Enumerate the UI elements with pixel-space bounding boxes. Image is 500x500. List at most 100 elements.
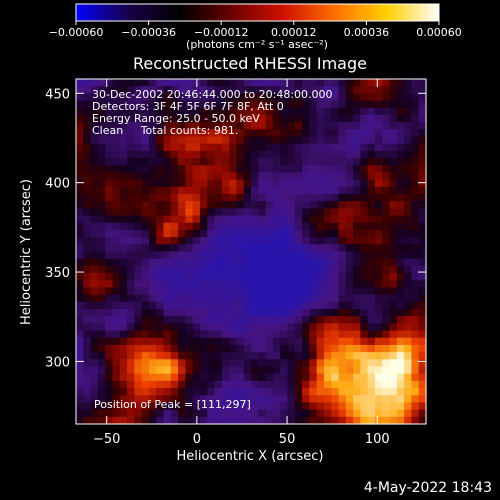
colorbar: −0.00060 −0.00036 −0.00012 0.00012 0.00036 0.… bbox=[49, 3, 462, 51]
heatmap-cell bbox=[192, 143, 201, 152]
heatmap-cell bbox=[156, 287, 165, 296]
x-axis-ticks: −50 0 50 100 bbox=[93, 79, 390, 447]
heatmap-cell bbox=[236, 122, 245, 130]
heatmap-cell bbox=[163, 194, 172, 202]
heatmap-cell bbox=[127, 229, 135, 238]
heatmap-cell bbox=[119, 344, 128, 353]
heatmap-cell bbox=[76, 316, 84, 324]
heatmap-cell bbox=[229, 301, 238, 310]
heatmap-cell bbox=[105, 107, 114, 116]
heatmap-cell bbox=[97, 287, 106, 296]
heatmap-cell bbox=[258, 273, 267, 281]
heatmap-cell bbox=[192, 107, 201, 116]
heatmap-cell bbox=[76, 93, 84, 102]
heatmap-cell bbox=[221, 337, 230, 346]
heatmap-cell bbox=[411, 359, 420, 368]
heatmap-cell bbox=[170, 194, 179, 202]
heatmap-cell bbox=[76, 222, 84, 231]
heatmap-cell bbox=[309, 237, 318, 245]
heatmap-cell bbox=[97, 208, 106, 217]
heatmap-cell bbox=[141, 129, 150, 138]
heatmap-cell bbox=[404, 194, 413, 202]
heatmap-cell bbox=[105, 251, 114, 260]
heatmap-cell bbox=[287, 165, 296, 174]
heatmap-cell bbox=[396, 222, 405, 231]
heatmap-cell bbox=[316, 86, 325, 94]
heatmap-cell bbox=[90, 179, 99, 188]
heatmap-cell bbox=[353, 229, 361, 238]
heatmap-cell bbox=[192, 114, 201, 123]
heatmap-cell bbox=[134, 229, 143, 238]
heatmap-cell bbox=[119, 93, 128, 102]
heatmap-cell bbox=[83, 359, 92, 368]
heatmap-cell bbox=[323, 107, 332, 116]
heatmap-cell bbox=[404, 79, 413, 87]
heatmap-cell bbox=[389, 114, 398, 123]
heatmap-cell bbox=[251, 409, 259, 418]
heatmap-cell bbox=[396, 359, 405, 368]
heatmap-cell bbox=[148, 280, 157, 289]
heatmap-cell bbox=[105, 114, 114, 123]
heatmap-cell bbox=[192, 316, 201, 324]
heatmap-cell bbox=[367, 208, 376, 217]
heatmap-cell bbox=[309, 93, 318, 102]
heatmap-cell bbox=[214, 280, 223, 289]
heatmap-cell bbox=[207, 194, 216, 202]
heatmap-cell bbox=[331, 316, 340, 324]
y-tick-label: 300 bbox=[45, 355, 70, 370]
heatmap-cell bbox=[251, 373, 259, 382]
heatmap-cell bbox=[134, 150, 143, 159]
x-tick-label: 100 bbox=[365, 432, 390, 447]
heatmap-cell bbox=[236, 114, 245, 123]
heatmap-cell bbox=[272, 294, 281, 303]
heatmap-cell bbox=[404, 229, 413, 238]
heatmap-cell bbox=[105, 172, 114, 181]
heatmap-cell bbox=[272, 215, 281, 224]
heatmap-cell bbox=[243, 265, 252, 274]
heatmap-cell bbox=[280, 114, 289, 123]
heatmap-cell bbox=[272, 280, 281, 289]
heatmap-cell bbox=[119, 388, 128, 396]
heatmap-cell bbox=[97, 179, 106, 188]
heatmap-cell bbox=[280, 172, 289, 181]
heatmap-cell bbox=[258, 201, 267, 209]
heatmap-cell bbox=[185, 186, 194, 195]
heatmap-cell bbox=[83, 215, 92, 224]
heatmap-cell bbox=[389, 380, 398, 389]
heatmap-cell bbox=[141, 366, 150, 375]
heatmap-cell bbox=[411, 150, 420, 159]
heatmap-cell bbox=[287, 280, 296, 289]
heatmap-cell bbox=[374, 129, 383, 138]
heatmap-cell bbox=[367, 323, 376, 332]
heatmap-cell bbox=[148, 287, 157, 296]
heatmap-cell bbox=[367, 294, 376, 303]
heatmap-cell bbox=[309, 323, 318, 332]
heatmap-cell bbox=[134, 265, 143, 274]
heatmap-cell bbox=[112, 172, 121, 181]
heatmap-cell bbox=[236, 366, 245, 375]
heatmap-cell bbox=[396, 208, 405, 217]
heatmap-cell bbox=[192, 215, 201, 224]
heatmap-cell bbox=[309, 337, 318, 346]
heatmap-cell bbox=[90, 402, 99, 411]
heatmap-cell bbox=[331, 172, 340, 181]
heatmap-cell bbox=[156, 280, 165, 289]
heatmap-cell bbox=[90, 93, 99, 102]
heatmap-cell bbox=[192, 402, 201, 411]
heatmap-cell bbox=[185, 150, 194, 159]
heatmap-cell bbox=[309, 179, 318, 188]
heatmap-cell bbox=[156, 179, 165, 188]
heatmap-cell bbox=[97, 258, 106, 267]
heatmap-cell bbox=[83, 229, 92, 238]
heatmap-cell bbox=[156, 93, 165, 102]
heatmap-cell bbox=[382, 273, 391, 281]
heatmap-cell bbox=[331, 409, 340, 418]
footer-timestamp: 4-May-2022 18:43 bbox=[363, 480, 492, 496]
heatmap-cell bbox=[148, 114, 157, 123]
heatmap-cell bbox=[396, 150, 405, 159]
heatmap-cell bbox=[90, 330, 99, 339]
heatmap-cell bbox=[338, 179, 347, 188]
heatmap-cell bbox=[127, 409, 135, 418]
heatmap-cell bbox=[243, 150, 252, 159]
heatmap-cell bbox=[404, 186, 413, 195]
